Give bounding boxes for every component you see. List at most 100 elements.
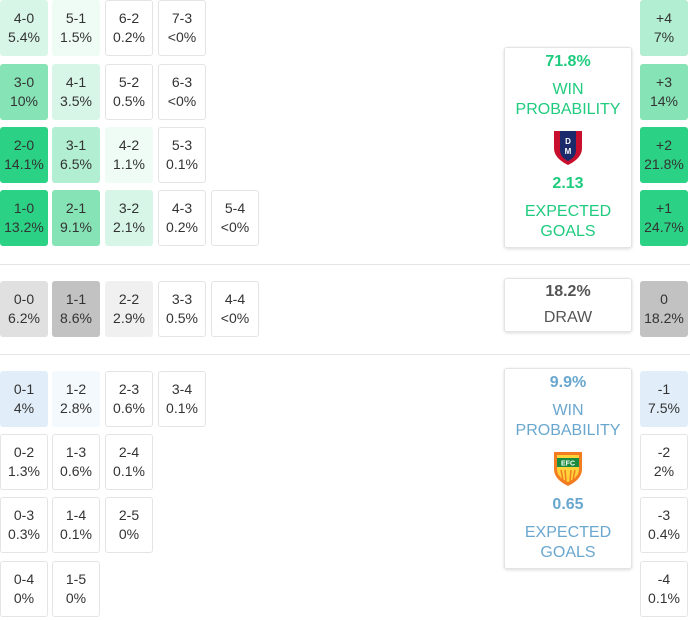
cell-score: 4-0 (13, 10, 35, 26)
cell-score: 0-1 (13, 381, 35, 397)
away-score-cell: 2-4 0.1% (105, 434, 153, 490)
cell-score: 6-3 (171, 74, 193, 90)
home-score-cell: 2-1 9.1% (52, 190, 100, 246)
cell-score: 4-2 (118, 137, 140, 153)
away-xg-label: EXPECTED GOALS (524, 524, 612, 561)
home-margin-cell: +4 7% (640, 0, 688, 56)
cell-probability: 5.4% (8, 29, 40, 45)
home-score-cell: 4-2 1.1% (105, 127, 153, 183)
cell-score: 5-3 (171, 137, 193, 153)
cell-score: 2-0 (13, 137, 35, 153)
home-score-cell: 6-2 0.2% (105, 0, 153, 56)
away-win-probability: 9.9% (549, 374, 587, 391)
home-score-cell: 6-3 <0% (158, 64, 206, 120)
cell-score: 4-1 (65, 74, 87, 90)
draw-margin-cell: 0 18.2% (640, 281, 688, 337)
away-score-cell: 1-4 0.1% (52, 497, 100, 553)
cell-probability: 1.3% (8, 463, 40, 479)
cell-probability: 24.7% (644, 219, 684, 235)
cell-probability: <0% (167, 93, 197, 109)
cell-score: 0 (660, 291, 668, 307)
cell-score: 0-4 (13, 571, 35, 587)
cell-probability: 3.5% (60, 93, 92, 109)
cell-score: 1-3 (65, 444, 87, 460)
home-score-cell: 1-0 13.2% (0, 190, 48, 246)
cell-probability: 0.1% (648, 590, 680, 606)
home-expected-goals: 2.13 (552, 175, 584, 192)
cell-probability: 14.1% (4, 156, 44, 172)
cell-probability: 7% (653, 29, 675, 45)
cell-probability: 2.1% (113, 219, 145, 235)
away-score-cell: 3-4 0.1% (158, 371, 206, 427)
away-win-label: WIN PROBABILITY (515, 402, 621, 439)
cell-score: 0-0 (13, 291, 35, 307)
home-margin-cell: +3 14% (640, 64, 688, 120)
cell-score: +3 (656, 74, 672, 90)
cell-score: -1 (657, 381, 671, 397)
cell-score: 1-0 (13, 200, 35, 216)
cell-score: 3-4 (171, 381, 193, 397)
draw-score-cell: 2-2 2.9% (105, 281, 153, 337)
cell-score: -2 (657, 444, 671, 460)
cell-probability: 0.1% (166, 156, 198, 172)
cell-probability: 0.6% (60, 463, 92, 479)
cell-score: 3-3 (171, 291, 193, 307)
home-margin-cell: +2 21.8% (640, 127, 688, 183)
away-score-cell: 1-5 0% (52, 561, 100, 617)
svg-text:EFC: EFC (561, 461, 575, 468)
away-margin-cell: -2 2% (640, 434, 688, 490)
cell-score: 7-3 (171, 10, 193, 26)
cell-score: 0-3 (13, 507, 35, 523)
cell-score: 2-1 (65, 200, 87, 216)
cell-score: 1-5 (65, 571, 87, 587)
envigado-fc-crest-icon: EFC (554, 452, 582, 486)
home-score-cell: 4-3 0.2% (158, 190, 206, 246)
cell-probability: 2.8% (60, 400, 92, 416)
home-score-cell: 5-1 1.5% (52, 0, 100, 56)
away-score-cell: 1-2 2.8% (52, 371, 100, 427)
away-team-card: 9.9% WIN PROBABILITY EFC 0.65 EXPECTED G… (504, 368, 632, 569)
home-score-cell: 5-4 <0% (211, 190, 259, 246)
home-score-cell: 3-2 2.1% (105, 190, 153, 246)
cell-probability: 9.1% (60, 219, 92, 235)
cell-probability: 0.5% (113, 93, 145, 109)
home-score-cell: 4-1 3.5% (52, 64, 100, 120)
draw-score-cell: 4-4 <0% (211, 281, 259, 337)
home-margin-cell: +1 24.7% (640, 190, 688, 246)
cell-probability: 2.9% (113, 310, 145, 326)
cell-score: 3-1 (65, 137, 87, 153)
cell-score: 0-2 (13, 444, 35, 460)
away-score-cell: 2-5 0% (105, 497, 153, 553)
cell-score: 2-2 (118, 291, 140, 307)
draw-score-cell: 1-1 8.6% (52, 281, 100, 337)
cell-probability: <0% (220, 310, 250, 326)
away-expected-goals: 0.65 (552, 496, 584, 513)
cell-probability: <0% (220, 219, 250, 235)
cell-probability: 0.6% (113, 400, 145, 416)
cell-score: 5-1 (65, 10, 87, 26)
cell-probability: 1.5% (60, 29, 92, 45)
cell-probability: 0.3% (8, 526, 40, 542)
divider-home-draw (0, 264, 690, 265)
cell-probability: 6.2% (8, 310, 40, 326)
cell-score: +1 (656, 200, 672, 216)
home-score-cell: 3-0 10% (0, 64, 48, 120)
cell-probability: 4% (13, 400, 35, 416)
cell-score: 6-2 (118, 10, 140, 26)
cell-score: 5-4 (224, 200, 246, 216)
cell-probability: 0.1% (60, 526, 92, 542)
cell-score: 1-2 (65, 381, 87, 397)
cell-probability: <0% (167, 29, 197, 45)
cell-probability: 6.5% (60, 156, 92, 172)
cell-score: 4-4 (224, 291, 246, 307)
cell-score: 3-0 (13, 74, 35, 90)
cell-score: -3 (657, 507, 671, 523)
cell-probability: 0% (13, 590, 35, 606)
cell-score: +2 (656, 137, 672, 153)
cell-score: 2-4 (118, 444, 140, 460)
home-win-probability: 71.8% (545, 53, 591, 70)
away-margin-cell: -3 0.4% (640, 497, 688, 553)
away-score-cell: 0-1 4% (0, 371, 48, 427)
away-score-cell: 0-4 0% (0, 561, 48, 617)
